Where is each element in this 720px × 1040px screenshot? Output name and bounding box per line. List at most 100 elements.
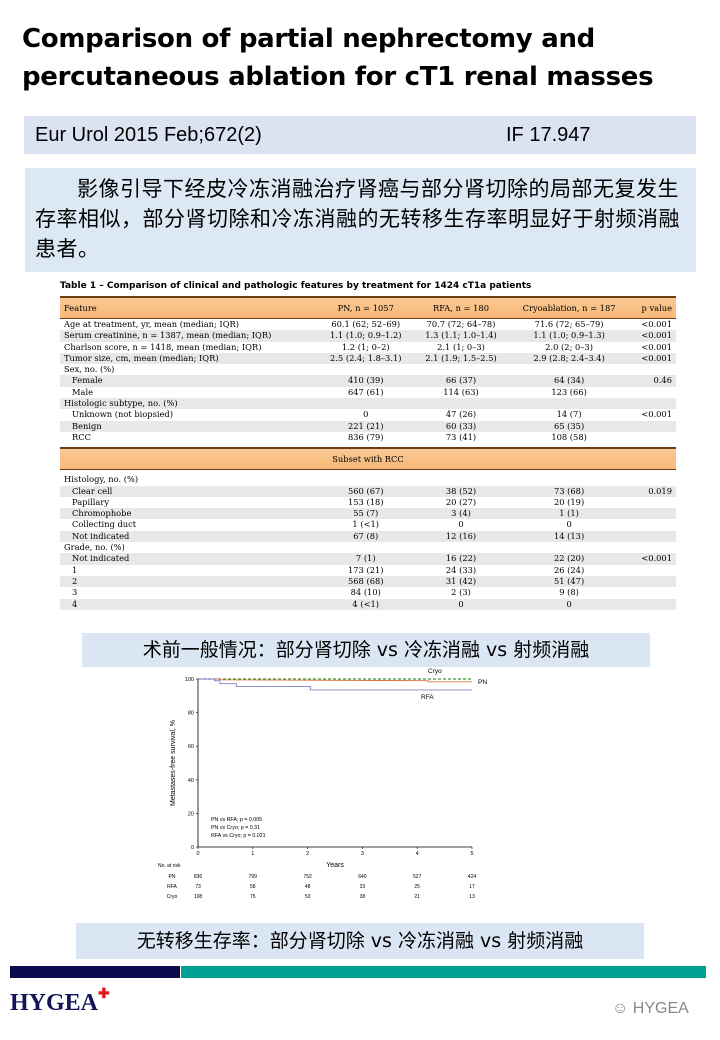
table-cell — [629, 420, 676, 432]
y-tick-label: 40 — [188, 778, 194, 784]
risk-row-name: PN — [169, 874, 176, 880]
table-cell: <0.001 — [641, 409, 672, 420]
table-cell: <0.001 — [629, 330, 676, 342]
table-cell: 14 (13) — [508, 530, 630, 543]
x-tick-label: 1 — [251, 851, 254, 857]
table-cell: 568 (68) — [318, 575, 414, 588]
table-cell: 26 (24) — [553, 564, 585, 575]
risk-value: 17 — [469, 884, 475, 890]
table-cell — [413, 364, 508, 375]
table-cell: 9 (8) — [559, 587, 579, 598]
risk-value: 48 — [305, 884, 311, 890]
table-cell: 2.1 (1.9; 1.5–2.5) — [413, 352, 509, 365]
table-cell: 0 — [413, 598, 509, 610]
row-label: Chromophobe — [60, 508, 319, 520]
table-cell — [630, 432, 676, 443]
table-cell: 20 (27) — [445, 496, 477, 507]
table-row: Chromophobe 55 (7) 3 (4) 1 (1) — [60, 508, 676, 520]
y-tick-label: 0 — [191, 845, 194, 851]
table-cell: 0.019 — [629, 485, 676, 497]
y-tick-label: 100 — [185, 677, 194, 683]
table-row: 3 84 (10) 2 (3) 9 (8) — [60, 587, 676, 598]
row-label: Unknown (not biopsied) — [72, 409, 173, 420]
table-cell: 31 (42) — [413, 575, 509, 588]
table-cell: 1.1 (1.0; 0.9–1.2) — [318, 330, 414, 342]
table-title: Table 1 – Comparison of clinical and pat… — [60, 281, 532, 291]
table-cell: 65 (35) — [508, 420, 630, 432]
table-cell: 0.46 — [629, 375, 676, 387]
table-cell — [508, 398, 630, 410]
row-label: 2 — [60, 575, 319, 588]
footer-bar-navy — [10, 966, 180, 978]
table-cell: 1.1 (1.0; 0.9–1.3) — [508, 330, 630, 342]
table-cell: 38 (52) — [413, 485, 509, 497]
table-cell: 0 — [363, 409, 369, 420]
row-label: Age at treatment, yr, mean (median; IQR) — [64, 319, 239, 329]
table-cell: 67 (8) — [318, 530, 414, 543]
table-cell — [629, 598, 676, 610]
table-row: Benign 221 (21) 60 (33) 65 (35) — [60, 420, 676, 432]
table-cell: <0.001 — [641, 319, 672, 329]
table-cell — [630, 387, 676, 398]
table-row: 2 568 (68) 31 (42) 51 (47) — [60, 575, 676, 588]
table-cell: 47 (26) — [445, 409, 477, 420]
row-label: 3 — [72, 587, 78, 598]
summary-text: 影像引导下经皮冷冻消融治疗肾癌与部分肾切除的局部无复发生存率相似，部分肾切除和冷… — [25, 168, 696, 272]
row-label: RCC — [72, 431, 91, 442]
row-label: Benign — [60, 420, 319, 432]
risk-value: 73 — [195, 884, 201, 890]
series-line-rfa — [198, 678, 472, 691]
table-cell: 84 (10) — [350, 587, 381, 598]
table-row: Histology, no. (%) — [60, 474, 676, 485]
watermark: ☺ HYGEA — [612, 1000, 689, 1017]
column-header: p value — [629, 296, 676, 319]
caption-metastasis-free: 无转移生存率：部分肾切除 vs 冷冻消融 vs 射频消融 — [76, 923, 644, 959]
table-row: Unknown (not biopsied) 0 47 (26) 14 (7) <0.0… — [60, 409, 676, 420]
features-table: Feature PN, n = 1057 RFA, n = 180 Cryoablat… — [60, 296, 676, 610]
table-row: RCC 836 (79) 73 (41) 108 (58) — [60, 432, 676, 443]
table-cell — [318, 364, 413, 375]
risk-row-name: Cryo — [167, 894, 178, 900]
p-value-annotation: RFA vs Cryo; p = 0.021 — [211, 833, 266, 839]
risk-value: 799 — [249, 874, 258, 880]
table-cell: 2.0 (2; 0–3) — [545, 341, 593, 352]
column-header: PN, n = 1057 — [318, 296, 414, 319]
table-cell — [318, 474, 413, 485]
table-cell: 0 — [566, 519, 572, 530]
table-cell: 173 (21) — [347, 564, 384, 575]
table-cell: 2 (3) — [451, 587, 471, 598]
risk-value: 13 — [469, 894, 475, 900]
risk-value: 21 — [414, 894, 420, 900]
table-cell: 20 (19) — [553, 496, 585, 507]
table-cell: 0 — [508, 598, 630, 610]
table-cell: 14 (7) — [556, 409, 582, 420]
series-label: PN — [478, 679, 487, 686]
table-row: 1 173 (21) 24 (33) 26 (24) — [60, 565, 676, 576]
table-cell: 114 (63) — [443, 386, 479, 397]
risk-value: 53 — [305, 894, 311, 900]
table-cell: 410 (39) — [318, 375, 414, 387]
table-cell — [629, 508, 676, 520]
row-label: 1 — [72, 564, 78, 575]
table-cell: 2.1 (1; 0–3) — [437, 341, 485, 352]
table-cell — [413, 398, 509, 410]
series-line-pn — [198, 678, 472, 683]
row-label: Histology, no. (%) — [64, 474, 139, 485]
row-label: Clear cell — [60, 485, 319, 497]
wechat-icon: ☺ — [612, 1000, 629, 1017]
risk-value: 33 — [360, 884, 366, 890]
table-row: Charlson score, n = 1418, mean (median; … — [60, 342, 676, 353]
table-cell — [509, 364, 630, 375]
table-cell: 7 (1) — [318, 553, 414, 565]
table-cell: 647 (61) — [347, 386, 384, 397]
series-label: RFA — [421, 694, 434, 701]
table-cell: 71.6 (72; 65–79) — [534, 319, 604, 329]
risk-value: 527 — [413, 874, 422, 880]
row-label: Histologic subtype, no. (%) — [60, 398, 319, 410]
table-cell: 60.1 (62; 52–69) — [331, 319, 401, 329]
x-tick-label: 4 — [416, 851, 419, 857]
table-cell: 60 (33) — [413, 420, 509, 432]
row-label: Papillary — [72, 496, 110, 507]
table-cell: 16 (22) — [413, 553, 509, 565]
